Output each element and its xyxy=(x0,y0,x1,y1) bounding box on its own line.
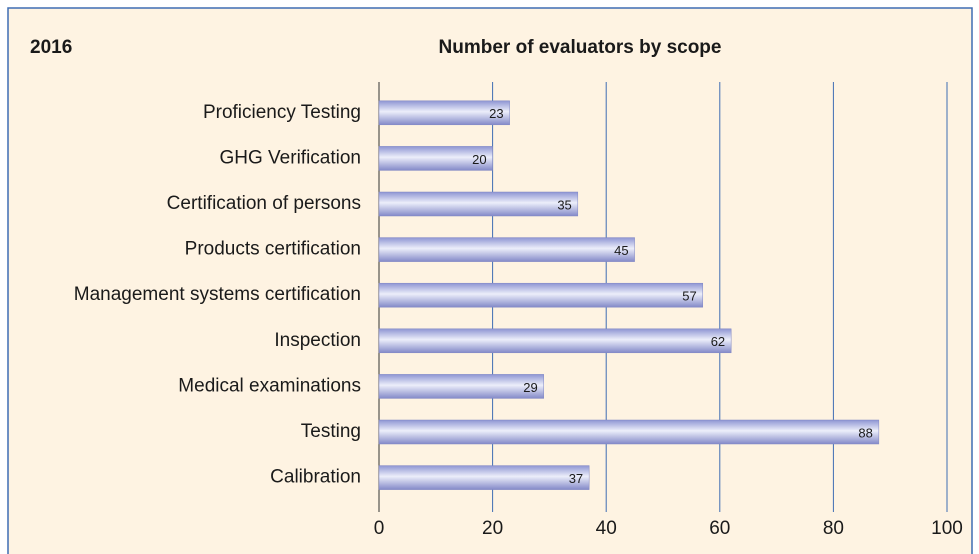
y-tick-label: Proficiency Testing xyxy=(203,102,361,123)
panel xyxy=(7,7,973,554)
data-label: 29 xyxy=(523,380,537,395)
bar xyxy=(378,374,544,399)
x-tick-label: 80 xyxy=(823,518,844,539)
y-tick-label: GHG Verification xyxy=(220,147,362,168)
bar xyxy=(378,146,493,171)
bar xyxy=(378,100,510,126)
data-label: 57 xyxy=(682,289,696,304)
chart-year: 2016 xyxy=(30,37,72,58)
y-tick-label: Products certification xyxy=(185,239,361,260)
chart-title: Number of evaluators by scope xyxy=(439,37,722,58)
y-tick-label: Testing xyxy=(301,421,361,442)
data-label: 88 xyxy=(858,425,872,440)
y-tick-label: Inspection xyxy=(274,330,361,351)
data-label: 35 xyxy=(557,197,571,212)
bar xyxy=(378,419,880,445)
bar xyxy=(378,465,590,490)
data-label: 45 xyxy=(614,243,628,258)
bar xyxy=(378,328,732,354)
x-tick-label: 20 xyxy=(482,518,503,539)
x-tick-label: 60 xyxy=(709,518,730,539)
data-label: 20 xyxy=(472,152,486,167)
y-tick-label: Calibration xyxy=(270,467,361,488)
x-tick-label: 40 xyxy=(596,518,617,539)
x-tick-label: 0 xyxy=(374,518,385,539)
bar xyxy=(378,237,635,262)
y-tick-label: Management systems certification xyxy=(74,284,361,305)
bar xyxy=(378,191,579,217)
data-label: 37 xyxy=(569,471,583,486)
data-label: 23 xyxy=(489,106,503,121)
y-tick-label: Medical examinations xyxy=(178,375,361,396)
y-tick-label: Certification of persons xyxy=(167,193,361,214)
bar xyxy=(378,282,704,308)
x-tick-label: 100 xyxy=(931,518,963,539)
data-label: 62 xyxy=(711,334,725,349)
